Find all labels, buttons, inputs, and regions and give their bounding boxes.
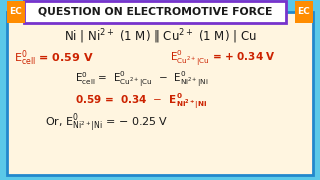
Text: $\mathrm{E^0_{Cu^{2+}|Cu}}$ = + 0.34 V: $\mathrm{E^0_{Cu^{2+}|Cu}}$ = + 0.34 V xyxy=(170,48,276,68)
Text: QUESTION ON ELECTROMOTIVE FORCE: QUESTION ON ELECTROMOTIVE FORCE xyxy=(38,7,272,17)
Text: Or, $\mathrm{E^0_{Ni^{2+}|Ni}}$ = $-$ 0.25 V: Or, $\mathrm{E^0_{Ni^{2+}|Ni}}$ = $-$ 0.… xyxy=(45,112,168,134)
Text: $\mathbf{0.59}$ =  $\mathbf{0.34}$  $-$  $\mathrm{\mathbf{E^0_{Ni^{2+}|Ni}}}$: $\mathbf{0.59}$ = $\mathbf{0.34}$ $-$ $\… xyxy=(75,91,207,111)
Text: EC: EC xyxy=(298,8,310,17)
Bar xyxy=(7,1,25,23)
Text: EC: EC xyxy=(10,8,22,17)
Text: Ni $\mathregular{|}$ Ni$\mathregular{^{2+}}$ (1 M) $\mathregular{\|}$ Cu$\mathre: Ni $\mathregular{|}$ Ni$\mathregular{^{2… xyxy=(64,28,256,46)
Bar xyxy=(295,1,313,23)
Text: $\mathrm{E^0_{cell}}$ = 0.59 V: $\mathrm{E^0_{cell}}$ = 0.59 V xyxy=(14,48,94,68)
Text: $\mathrm{E^0_{cell}}$ =  $\mathrm{E^0_{Cu^{2+}|Cu}}$  $-$  $\mathrm{E^0_{Ni^{2+}: $\mathrm{E^0_{cell}}$ = $\mathrm{E^0_{Cu… xyxy=(75,69,209,89)
Bar xyxy=(24,1,286,23)
